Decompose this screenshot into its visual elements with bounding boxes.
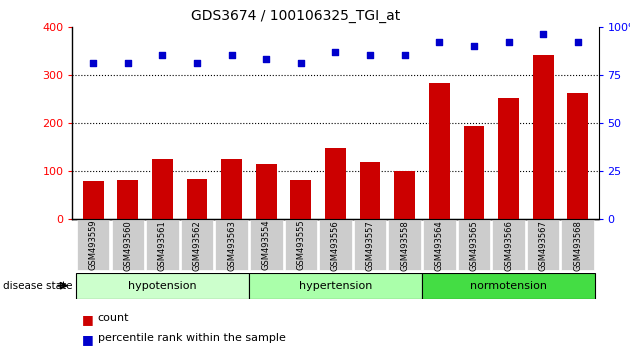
Text: GSM493554: GSM493554 [261, 220, 271, 270]
Text: GSM493567: GSM493567 [539, 220, 547, 270]
FancyBboxPatch shape [389, 220, 421, 270]
Text: GSM493568: GSM493568 [573, 220, 582, 270]
FancyBboxPatch shape [181, 220, 214, 270]
FancyBboxPatch shape [457, 220, 490, 270]
FancyBboxPatch shape [422, 273, 595, 299]
FancyBboxPatch shape [492, 220, 525, 270]
Bar [117, 180, 138, 219]
Bar [256, 164, 277, 219]
Point [261, 57, 272, 62]
Text: GSM493555: GSM493555 [296, 220, 306, 270]
Text: disease state: disease state [3, 281, 72, 291]
Text: ■: ■ [82, 313, 94, 326]
Text: GSM493556: GSM493556 [331, 220, 340, 270]
Point [192, 61, 202, 66]
Point [123, 61, 133, 66]
Point [573, 39, 583, 45]
Text: GSM493559: GSM493559 [89, 220, 98, 270]
Text: GSM493561: GSM493561 [158, 220, 167, 270]
FancyBboxPatch shape [215, 220, 248, 270]
FancyBboxPatch shape [527, 220, 559, 270]
Point [434, 39, 444, 45]
Bar [360, 161, 381, 219]
Point [365, 53, 375, 58]
Point [330, 49, 340, 55]
Point [227, 53, 237, 58]
Point [158, 53, 168, 58]
Text: GSM493563: GSM493563 [227, 220, 236, 270]
Bar [568, 93, 588, 219]
Bar [533, 55, 554, 219]
Bar [498, 98, 519, 219]
FancyBboxPatch shape [250, 220, 282, 270]
FancyBboxPatch shape [77, 220, 110, 270]
FancyBboxPatch shape [76, 273, 249, 299]
Bar [429, 84, 450, 219]
Bar [325, 148, 346, 219]
FancyBboxPatch shape [112, 220, 144, 270]
FancyBboxPatch shape [561, 220, 594, 270]
FancyBboxPatch shape [146, 220, 179, 270]
Point [538, 32, 548, 37]
Point [503, 39, 513, 45]
Text: normotension: normotension [470, 281, 547, 291]
FancyBboxPatch shape [285, 220, 317, 270]
Text: GDS3674 / 100106325_TGI_at: GDS3674 / 100106325_TGI_at [192, 9, 401, 23]
Text: GSM493560: GSM493560 [123, 220, 132, 270]
Bar [290, 180, 311, 219]
Point [296, 61, 306, 66]
Point [469, 43, 479, 49]
Text: count: count [98, 313, 129, 323]
Bar [464, 126, 484, 219]
Text: GSM493557: GSM493557 [365, 220, 375, 270]
FancyBboxPatch shape [249, 273, 422, 299]
FancyBboxPatch shape [354, 220, 386, 270]
Text: GSM493558: GSM493558 [400, 220, 410, 270]
Text: GSM493565: GSM493565 [469, 220, 478, 270]
Bar [186, 179, 207, 219]
Text: hypotension: hypotension [128, 281, 197, 291]
Text: GSM493562: GSM493562 [193, 220, 202, 270]
FancyBboxPatch shape [319, 220, 352, 270]
Text: GSM493566: GSM493566 [504, 220, 513, 270]
Text: hypertension: hypertension [299, 281, 372, 291]
Point [399, 53, 410, 58]
Bar [152, 159, 173, 219]
Bar [221, 159, 242, 219]
Bar [83, 181, 103, 219]
Point [88, 61, 98, 66]
Text: GSM493564: GSM493564 [435, 220, 444, 270]
Text: percentile rank within the sample: percentile rank within the sample [98, 333, 285, 343]
FancyBboxPatch shape [423, 220, 455, 270]
Text: ■: ■ [82, 333, 94, 346]
Bar [394, 171, 415, 219]
